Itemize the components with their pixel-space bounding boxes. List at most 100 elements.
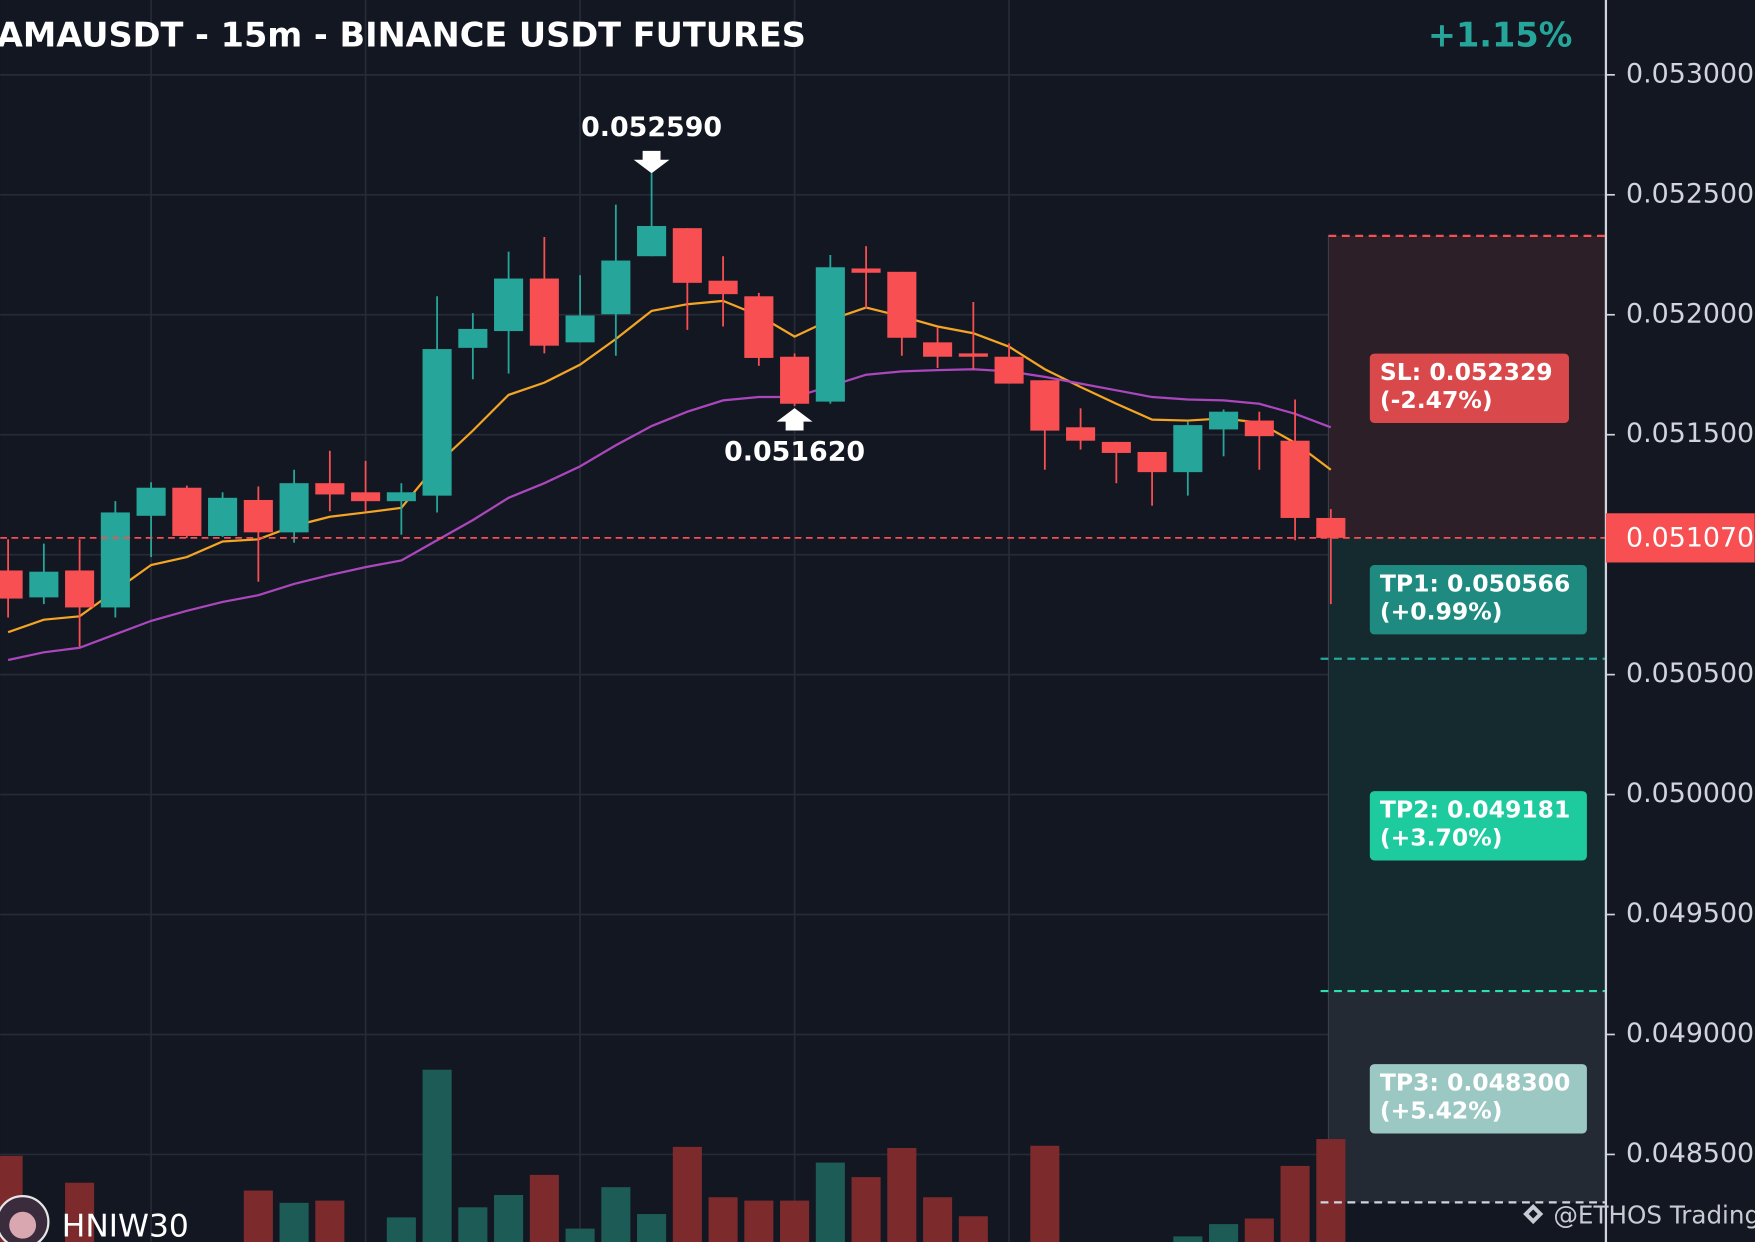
last-price-box: [1605, 513, 1755, 563]
volume-bar: [65, 1182, 95, 1242]
y-tick-label: 0.052000: [1626, 298, 1754, 329]
volume-bar: [672, 1146, 702, 1242]
author: HNIW30: [62, 1208, 189, 1242]
level-change: (+0.99%): [1380, 598, 1503, 626]
chart-title: AMAUSDT - 15m - BINANCE USDT FUTURES: [0, 15, 806, 54]
volume-bar: [1209, 1224, 1239, 1242]
y-tick-label: 0.048500: [1626, 1138, 1754, 1169]
volume-bar: [601, 1187, 631, 1242]
watermark: @ETHOS Trading: [1553, 1200, 1755, 1229]
candle-body: [458, 328, 488, 348]
candle-body: [172, 487, 202, 536]
low-label: 0.051620: [724, 436, 865, 467]
candle-body: [208, 497, 238, 536]
volume-bar: [780, 1200, 810, 1242]
candle-body: [494, 278, 524, 332]
y-tick-label: 0.049500: [1626, 898, 1754, 929]
volume-bar: [887, 1148, 917, 1242]
volume-bar: [529, 1174, 559, 1242]
candle-body: [1137, 451, 1167, 473]
y-tick-label: 0.050500: [1626, 658, 1754, 689]
candle-body: [1030, 380, 1060, 431]
y-tick-label: 0.050000: [1626, 778, 1754, 809]
axis-panel: [1605, 0, 1755, 1242]
y-tick-label: 0.051500: [1626, 418, 1754, 449]
volume-bar: [386, 1217, 416, 1242]
candle-body: [1066, 427, 1096, 441]
level-box: [1369, 1064, 1587, 1134]
y-tick-label: 0.053000: [1626, 58, 1754, 89]
candle-body: [994, 356, 1024, 384]
level-box: [1369, 353, 1569, 423]
watermark-icon: [1523, 1203, 1544, 1225]
volume-bar: [923, 1197, 953, 1242]
level-box: [1369, 565, 1587, 635]
candle-body: [923, 342, 953, 357]
candle-body: [708, 280, 738, 295]
level-label: SL: 0.052329: [1380, 358, 1553, 386]
volume-bar: [315, 1200, 345, 1242]
candle-body: [351, 492, 381, 502]
candle-body: [315, 483, 345, 495]
candle-body: [851, 268, 881, 273]
candle-body: [422, 349, 452, 496]
candle-body: [0, 570, 23, 599]
candle-body: [386, 492, 416, 502]
volume-bar: [1280, 1165, 1310, 1242]
candle-body: [958, 353, 988, 357]
level-box: [1369, 791, 1587, 861]
volume-bar: [1030, 1145, 1060, 1242]
avatar-face: [9, 1211, 37, 1239]
low-arrow: [776, 408, 813, 431]
change: +1.15%: [1428, 15, 1572, 54]
candle-body: [1316, 517, 1346, 538]
candle-body: [243, 499, 273, 533]
candle-body: [744, 296, 774, 358]
candle-body: [780, 356, 810, 404]
candle-body: [672, 228, 702, 283]
candle-body: [65, 570, 95, 608]
candle-body: [637, 225, 667, 257]
moving-average: [7, 299, 1332, 634]
candle-body: [1101, 441, 1131, 453]
moving-average: [7, 368, 1332, 662]
volume-bar: [279, 1202, 309, 1242]
volume-bar: [458, 1207, 488, 1242]
volume-bar: [744, 1200, 774, 1242]
y-tick-label: 0.052500: [1626, 178, 1754, 209]
high-arrow: [633, 150, 670, 174]
candle-body: [1280, 440, 1310, 518]
level-change: (+3.70%): [1380, 824, 1503, 852]
volume-bar: [637, 1214, 667, 1242]
candle-body: [601, 260, 631, 315]
candle-body: [1244, 420, 1274, 437]
level-change: (+5.42%): [1380, 1097, 1503, 1125]
volume-bar: [958, 1216, 988, 1242]
volume-bar: [243, 1190, 273, 1242]
volume-bar: [708, 1197, 738, 1242]
volume-bar: [1316, 1139, 1346, 1242]
volume-bar: [851, 1177, 881, 1242]
volume-bar: [494, 1195, 524, 1242]
candle-body: [1209, 411, 1239, 430]
candle-body: [100, 512, 130, 608]
volume-bar: [815, 1162, 845, 1242]
volume-bar: [1173, 1236, 1203, 1242]
level-label: TP2: 0.049181: [1380, 796, 1570, 824]
candle-body: [887, 271, 917, 338]
candle-body: [565, 315, 595, 343]
level-label: TP3: 0.048300: [1380, 1069, 1570, 1097]
candle-body: [529, 278, 559, 346]
level-label: TP1: 0.050566: [1380, 570, 1570, 598]
candle-body: [815, 267, 845, 402]
level-change: (-2.47%): [1380, 386, 1493, 414]
candle-body: [279, 483, 309, 533]
volume-bar: [565, 1228, 595, 1242]
volume-bar: [1244, 1218, 1274, 1242]
last-price-label: 0.051070: [1626, 522, 1754, 553]
candle-body: [1173, 425, 1203, 473]
candle-body: [29, 571, 59, 598]
